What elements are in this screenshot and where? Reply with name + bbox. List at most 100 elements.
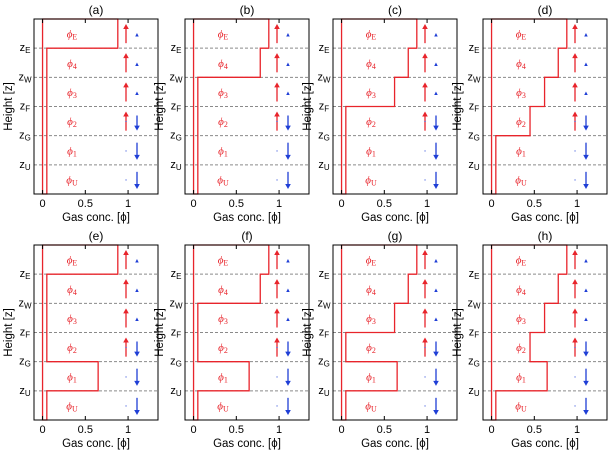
flow-marker: · — [124, 342, 127, 353]
down-arrow — [583, 397, 589, 415]
flow-marker: ▲ — [285, 33, 291, 39]
layer-name: ϕE — [67, 29, 78, 42]
x-axis-label: Gas conc. [ϕ] — [62, 212, 130, 224]
panel-frame — [33, 18, 159, 195]
up-arrow-head — [274, 308, 280, 314]
flow-marker: ▲ — [433, 62, 439, 68]
flow-marker: · — [124, 145, 127, 156]
layer-name: ϕ2 — [366, 342, 376, 355]
layer-name: ϕU — [66, 174, 78, 187]
down-arrow — [583, 341, 589, 357]
up-arrow-head — [123, 24, 129, 29]
layer-name: ϕE — [366, 255, 377, 268]
down-arrow — [285, 368, 291, 386]
layer-name: ϕ4 — [516, 284, 526, 297]
up-arrow-head — [422, 337, 428, 343]
layer-name: ϕ3 — [67, 87, 77, 100]
boundary-label: zW — [317, 297, 331, 310]
layer-name: ϕ4 — [67, 284, 77, 297]
flow-marker: ▲ — [285, 62, 291, 68]
up-arrow — [123, 279, 129, 299]
boundary-label: zE — [319, 268, 330, 281]
boundary-label: zG — [318, 130, 330, 143]
down-arrow-head — [583, 410, 589, 415]
layer-name: ϕ2 — [218, 342, 228, 355]
panel-frame — [482, 244, 608, 421]
y-axis-label: Height [z] — [302, 82, 314, 131]
layer-name: ϕ3 — [366, 313, 376, 326]
flow-marker: · — [573, 400, 576, 411]
up-arrow-head — [274, 111, 280, 117]
down-arrow — [583, 115, 589, 131]
down-arrow-head — [285, 154, 291, 160]
boundary-label: zG — [170, 356, 182, 369]
flow-marker: · — [275, 174, 278, 185]
up-arrow-head — [274, 82, 280, 88]
down-arrow-head — [583, 125, 589, 131]
panel-label: (g) — [388, 229, 403, 243]
layer-name: ϕ4 — [218, 284, 228, 297]
flow-marker: · — [124, 174, 127, 185]
down-arrow — [433, 341, 439, 357]
flow-marker: ▲ — [583, 317, 589, 323]
up-arrow — [123, 337, 129, 357]
up-arrow — [274, 82, 280, 102]
down-arrow — [134, 142, 140, 160]
y-axis-label: Height [z] — [302, 308, 314, 357]
up-arrow-head — [572, 279, 578, 285]
flow-marker: · — [124, 116, 127, 127]
panel-frame — [482, 18, 608, 195]
boundary-label: zU — [19, 159, 31, 172]
up-arrow — [123, 250, 129, 270]
flow-marker: ▲ — [433, 91, 439, 97]
up-arrow — [123, 24, 129, 44]
x-tick-label: 1 — [276, 424, 282, 436]
x-tick-label: 0.5 — [377, 198, 392, 210]
boundary-label: zU — [170, 159, 182, 172]
y-axis-label: Height [z] — [452, 82, 464, 131]
down-arrow — [134, 171, 140, 189]
down-arrow-head — [285, 184, 291, 189]
boundary-label: zG — [170, 130, 182, 143]
up-arrow-head — [422, 24, 428, 29]
up-arrow-head — [274, 24, 280, 29]
panel-label: (e) — [89, 229, 104, 243]
down-arrow — [433, 115, 439, 131]
up-arrow — [422, 24, 428, 44]
up-arrow — [572, 24, 578, 44]
down-arrow-head — [285, 125, 291, 131]
up-arrow — [422, 53, 428, 73]
down-arrow-head — [134, 154, 140, 160]
up-arrow — [572, 308, 578, 328]
panel-label: (d) — [538, 3, 553, 17]
layer-name: ϕE — [516, 255, 527, 268]
boundary-label: zE — [319, 42, 330, 55]
layer-name: ϕ4 — [366, 284, 376, 297]
boundary-label: zE — [469, 42, 480, 55]
boundary-label: zF — [319, 327, 330, 340]
panel-g: (g) ϕE ϕ4 ϕ3 ϕ2 ϕ1 ϕU ▲ ▲ ▲ · · · 0 0.5 1 Gas conc. [ϕ] z… — [302, 229, 458, 450]
flow-marker: · — [573, 174, 576, 185]
layer-name: ϕU — [365, 174, 377, 187]
up-arrow-head — [123, 53, 129, 59]
layer-name: ϕE — [67, 255, 78, 268]
boundary-label: zF — [20, 101, 31, 114]
up-arrow — [422, 337, 428, 357]
up-arrow-head — [123, 279, 129, 285]
down-arrow-head — [134, 380, 140, 386]
down-arrow — [285, 142, 291, 160]
panel-frame — [332, 244, 458, 421]
up-arrow — [274, 337, 280, 357]
down-arrow — [433, 142, 439, 160]
down-arrow — [285, 171, 291, 189]
flow-marker: ▲ — [134, 317, 140, 323]
flow-marker: ▲ — [583, 288, 589, 294]
flow-marker: ▲ — [285, 259, 291, 265]
layer-name: ϕ4 — [366, 58, 376, 71]
flow-marker: ▲ — [583, 62, 589, 68]
layer-name: ϕE — [366, 29, 377, 42]
panel-f: (f) ϕE ϕ4 ϕ3 ϕ2 ϕ1 ϕU ▲ ▲ ▲ · · · 0 0.5 1 Gas conc. [ϕ] z… — [154, 229, 310, 450]
x-tick-label: 0.5 — [78, 424, 93, 436]
panel-frame — [33, 244, 159, 421]
down-arrow-head — [285, 380, 291, 386]
